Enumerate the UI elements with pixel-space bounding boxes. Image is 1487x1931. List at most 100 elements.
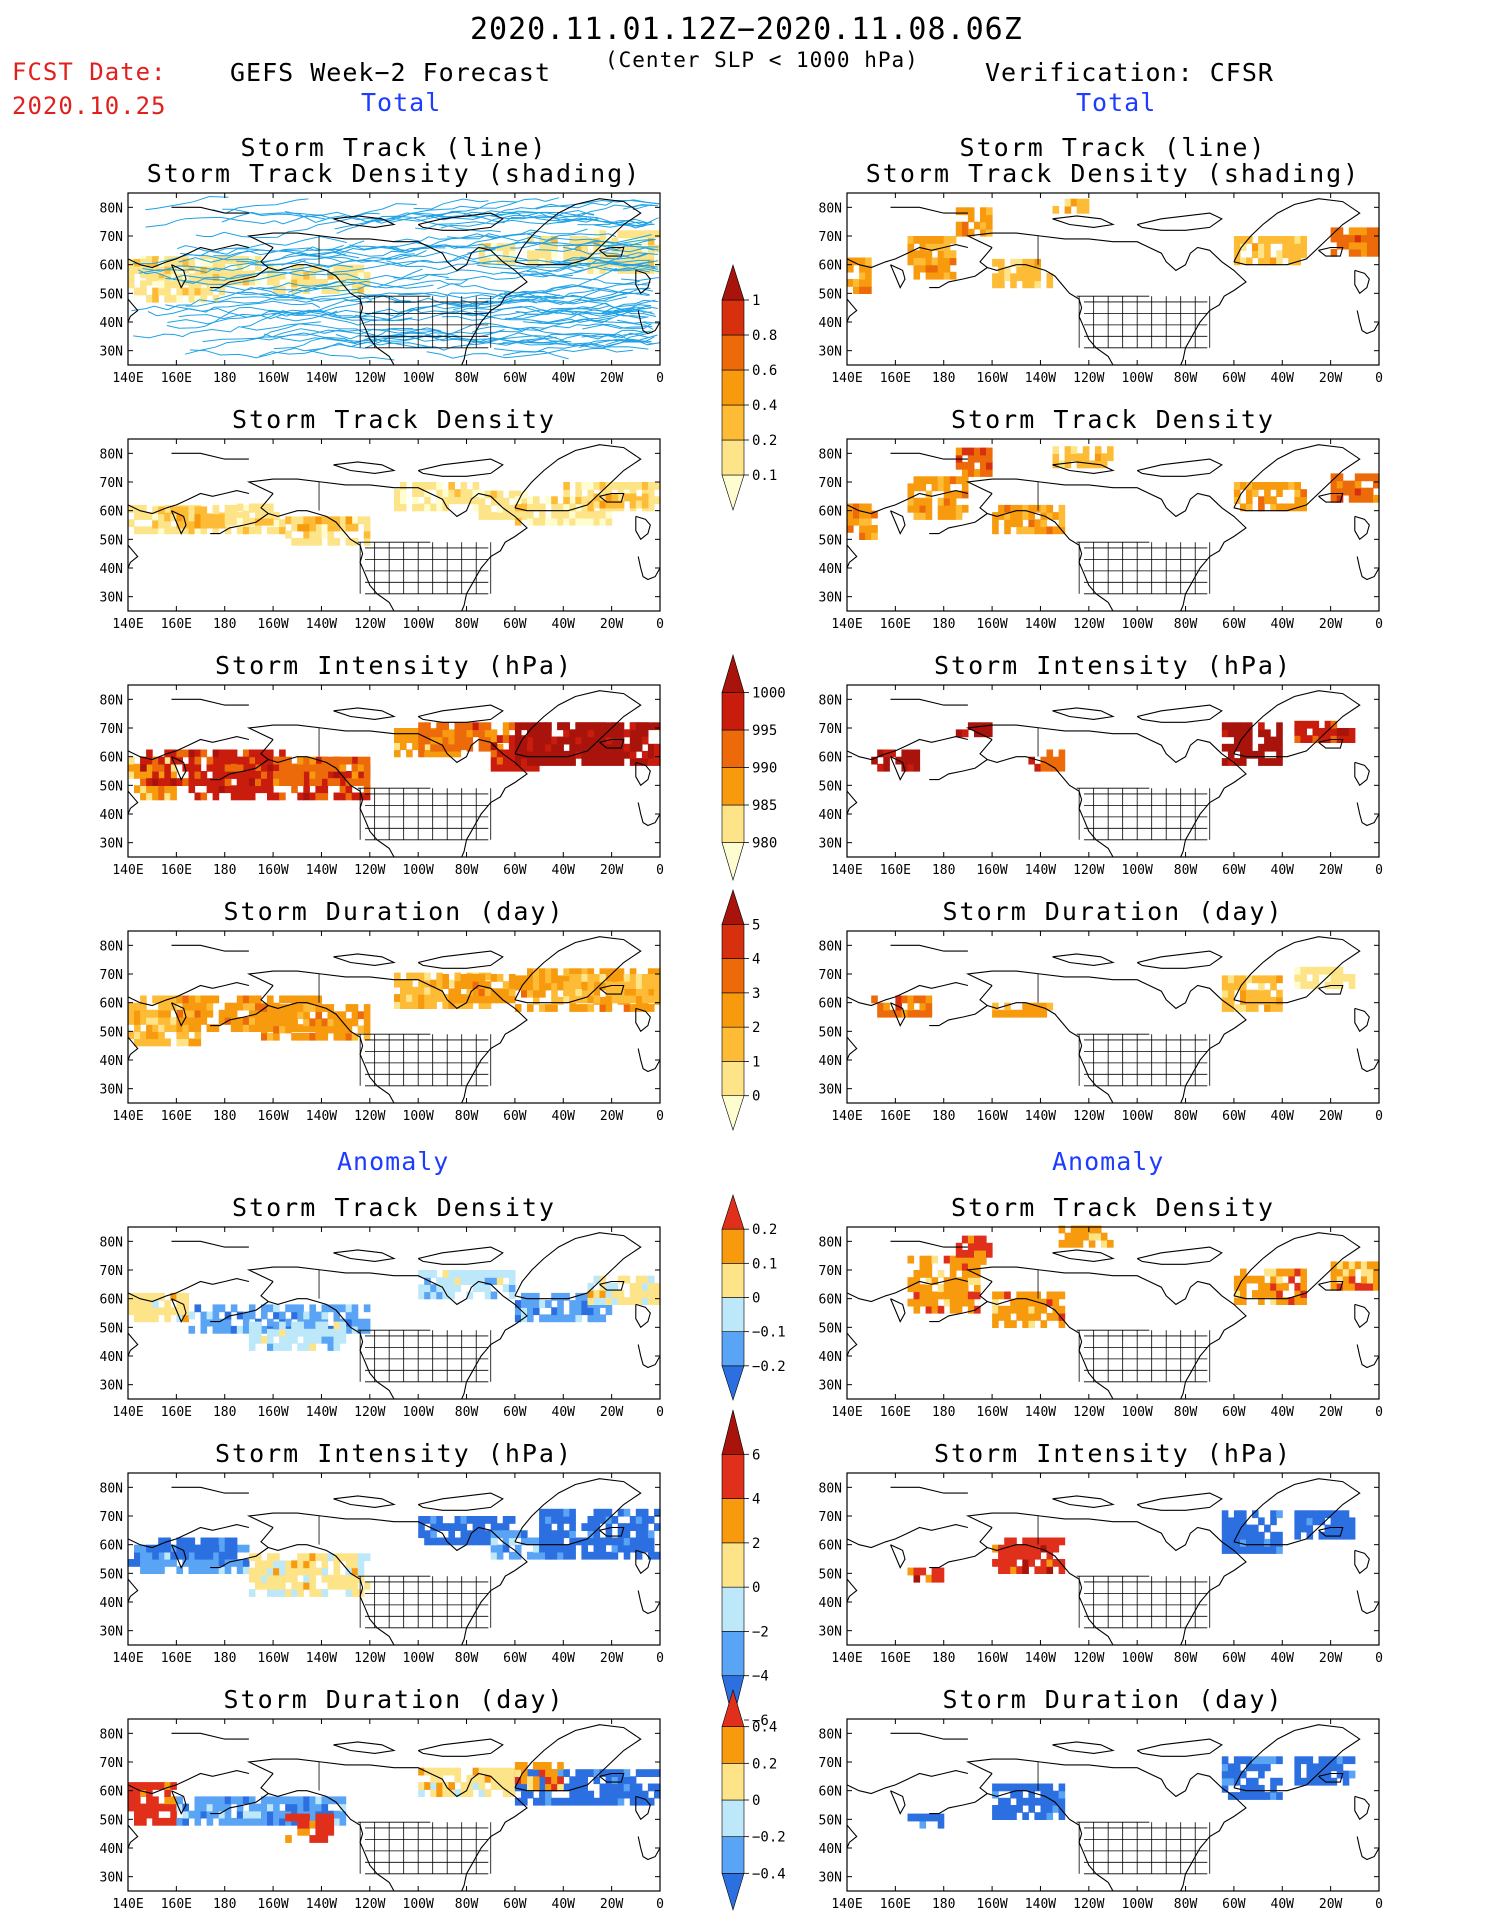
shade-cell (877, 1009, 884, 1018)
shade-cell (1058, 1805, 1066, 1813)
shade-cell (1282, 1282, 1289, 1291)
shade-cell (206, 1002, 214, 1011)
shade-cell (261, 756, 268, 765)
shade-cell (1354, 234, 1362, 243)
lon-tick-label: 120W (354, 617, 385, 632)
lon-tick-label: 60W (1222, 371, 1246, 386)
shade-cell (641, 482, 649, 490)
shade-cell (617, 995, 625, 1004)
panel-fc_density_anom: 140E 160E 180 160W 140W 120W 100W 80W 60W 40W 20W 0… (100, 1226, 664, 1420)
shade-cell (925, 1813, 933, 1822)
shade-cell (248, 995, 256, 1004)
lon-tick-label: 140W (306, 1651, 337, 1666)
storm-track-line (581, 330, 651, 339)
shade-cell (1004, 1783, 1011, 1792)
shade-cell (1276, 750, 1283, 759)
lat-tick-label: 40N (100, 316, 123, 331)
shade-cell (575, 1769, 582, 1777)
shade-cell (992, 1009, 999, 1018)
shade-cell (931, 257, 939, 266)
storm-track-line (460, 267, 618, 305)
shade-cell (521, 975, 528, 984)
shade-cell (551, 975, 558, 984)
shade-cell (170, 1024, 177, 1032)
shade-cell (980, 461, 987, 470)
coastline (260, 1527, 395, 1646)
shade-cell (291, 1304, 298, 1313)
shade-cell (1022, 1002, 1029, 1011)
shade-cell (478, 995, 486, 1004)
shade-cell (1294, 1770, 1301, 1779)
shade-cell (581, 995, 588, 1004)
shade-cell (913, 264, 921, 273)
shade-cell (1300, 974, 1307, 982)
shade-cell (255, 1002, 262, 1011)
coastline (599, 1772, 625, 1783)
shade-cell (164, 1817, 171, 1826)
colorbar-label: 5 (752, 917, 760, 933)
shade-cell (1330, 1763, 1338, 1772)
shade-cell (1227, 1004, 1235, 1012)
shade-cell (218, 785, 226, 794)
lat-tick-label: 70N (819, 1264, 842, 1279)
shade-cell (635, 743, 643, 752)
shade-cell (641, 230, 649, 239)
coastline (127, 1036, 139, 1061)
shade-cell (273, 1011, 280, 1020)
shade-cell (363, 756, 371, 765)
lon-tick-label: 140E (112, 1109, 143, 1124)
shade-cell (1312, 1517, 1320, 1526)
shade-cell (1040, 1009, 1048, 1018)
shade-cell (1318, 1770, 1326, 1779)
shade-cell (248, 1024, 256, 1032)
shade-cell (182, 263, 189, 271)
shade-cell (327, 1574, 335, 1583)
shade-cell (321, 530, 329, 539)
shade-cell (1294, 1268, 1301, 1277)
coastline (1356, 556, 1380, 581)
shade-cell (206, 1566, 214, 1574)
colorbar-swatch (721, 1836, 745, 1874)
shade-cell (623, 1537, 631, 1546)
lat-tick-label: 60N (100, 1539, 123, 1554)
shade-cell (617, 1508, 625, 1517)
coastline (929, 1793, 988, 1815)
shade-cell (1022, 1551, 1029, 1560)
shade-cell (521, 982, 528, 991)
shade-cell (919, 243, 927, 251)
shade-cell (218, 1017, 226, 1025)
shade-cell (575, 250, 582, 259)
shade-cell (454, 749, 462, 758)
shade-cell (1221, 1784, 1229, 1793)
shade-cell (1233, 1524, 1241, 1533)
shade-cell (418, 489, 425, 497)
shade-cell (152, 756, 159, 765)
shade-cell (907, 1002, 915, 1011)
shade-cell (641, 1516, 649, 1524)
coastline (635, 1549, 651, 1575)
shade-cell (442, 1001, 449, 1009)
coastline (210, 513, 269, 535)
shade-cell (1016, 1797, 1023, 1806)
shade-cell (569, 1508, 576, 1517)
shade-cell (859, 525, 866, 533)
shade-cell (1294, 1531, 1301, 1540)
coastline (846, 1524, 969, 1549)
shade-cell (647, 489, 655, 497)
shade-cell (345, 271, 353, 280)
shade-cell (551, 1530, 558, 1539)
shade-cell (176, 1817, 183, 1826)
shade-cell (527, 763, 534, 772)
shade-cell (533, 736, 540, 745)
shade-cell (563, 981, 570, 989)
shade-cell (623, 981, 631, 989)
shade-cell (859, 503, 866, 512)
shade-cell (533, 763, 540, 772)
shade-cell (394, 749, 401, 758)
shade-cell (170, 506, 177, 515)
shade-cell (1330, 974, 1338, 982)
shade-cell (454, 981, 462, 989)
plot-frame (127, 1226, 661, 1400)
shade-cell (460, 742, 468, 751)
shade-cell (955, 1284, 963, 1293)
